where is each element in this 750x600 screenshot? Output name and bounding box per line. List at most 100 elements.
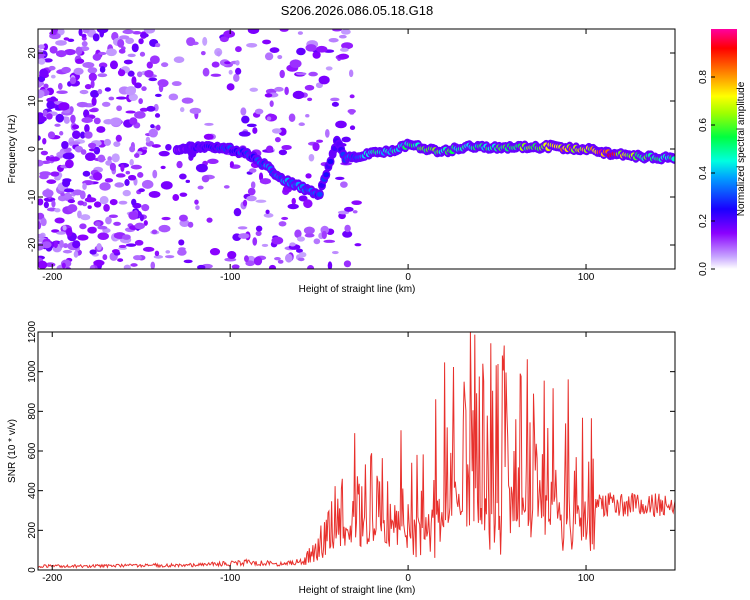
spectrogram-noise-blob — [246, 42, 258, 48]
spectrogram-noise-blob — [337, 210, 350, 215]
spectrogram-noise-blob — [158, 224, 171, 233]
spectrogram-noise-blob — [117, 258, 124, 262]
spectrogram-noise-blob — [53, 240, 58, 249]
spectrogram-noise-blob — [127, 53, 136, 58]
spectrogram-noise-blob — [55, 50, 67, 58]
spectrogram-noise-blob — [38, 53, 46, 57]
snr-xtick-label: 0 — [405, 573, 411, 584]
spectrogram-noise-blob — [134, 111, 146, 119]
spectrogram-noise-blob — [79, 223, 87, 230]
spectrogram-noise-blob — [295, 72, 307, 76]
spectrogram-noise-blob — [43, 201, 49, 209]
spectrogram-noise-blob — [231, 264, 240, 269]
spectrogram-noise-blob — [139, 51, 146, 57]
spectrogram-noise-blob — [287, 203, 299, 210]
spectrogram-noise-blob — [284, 86, 289, 96]
spectrogram-noise-blob — [38, 135, 41, 141]
spectrogram-noise-blob — [323, 239, 336, 243]
spectrogram-noise-blob — [288, 113, 296, 122]
spectrogram-noise-blob — [46, 179, 57, 184]
spectrogram-noise-blob — [318, 75, 330, 85]
spectrogram-noise-blob — [59, 239, 64, 249]
spectrogram-noise-blob — [54, 208, 61, 213]
spectrogram-noise-blob — [158, 150, 170, 157]
spectrogram-noise-blob — [62, 243, 69, 249]
spectrogram-noise-blob — [50, 171, 60, 177]
spectrogram-noise-blob — [303, 199, 313, 209]
spectrogram-noise-blob — [179, 173, 187, 180]
spectrogram-noise-blob — [271, 128, 282, 134]
spectrogram-noise-blob — [340, 29, 351, 35]
spectrogram-noise-blob — [38, 75, 46, 83]
spectrogram-noise-blob — [143, 220, 148, 226]
spectrogram-noise-blob — [72, 189, 83, 196]
spectrogram-noise-blob — [238, 131, 251, 137]
spectrogram-noise-blob — [142, 246, 155, 252]
spectrogram-noise-blob — [150, 124, 155, 129]
spectrogram-noise-blob — [324, 128, 330, 138]
spectrogram-noise-blob — [97, 88, 103, 95]
spectrogram-noise-blob — [77, 234, 89, 241]
spectrogram-noise-blob — [103, 203, 110, 212]
spectrogram-noise-blob — [87, 205, 92, 209]
spectrogram-noise-blob — [233, 73, 240, 82]
colorbar-tick-label: 0.8 — [698, 70, 709, 84]
spectrogram-xtick-label: -200 — [42, 272, 62, 283]
spectrogram-noise-blob — [165, 250, 171, 254]
spectrogram-noise-blob — [42, 109, 48, 117]
spectrogram-noise-blob — [274, 257, 281, 261]
spectrogram-noise-blob — [81, 41, 88, 47]
spectrogram-noise-blob — [138, 38, 144, 45]
spectrogram-noise-blob — [38, 212, 45, 220]
colorbar-tick-label: 0.4 — [698, 166, 709, 180]
spectrogram-noise-blob — [95, 221, 101, 227]
spectrogram-noise-blob — [327, 261, 333, 269]
spectrogram-noise-blob — [348, 69, 354, 78]
spectrogram-noise-blob — [93, 117, 101, 125]
spectrogram-noise-blob — [304, 233, 315, 238]
spectrogram-noise-blob — [349, 125, 356, 131]
spectrogram-noise-blob — [269, 47, 280, 53]
spectrogram-noise-blob — [171, 81, 182, 87]
spectrogram-noise-blob — [38, 112, 44, 118]
spectrogram-noise-blob — [134, 239, 144, 246]
spectrogram-noise-blob — [111, 249, 120, 254]
spectrogram-noise-blob — [68, 141, 81, 145]
spectrogram-noise-blob — [89, 249, 97, 255]
spectrogram-noise-blob — [39, 68, 49, 78]
spectrogram-noise-blob — [41, 241, 52, 249]
spectrogram-ridge-cell — [316, 191, 323, 197]
spectrogram-noise-blob — [289, 59, 302, 68]
spectrogram-noise-blob — [38, 49, 44, 54]
spectrogram-noise-blob — [148, 77, 158, 82]
colorbar-gradient — [711, 29, 737, 269]
spectrogram-noise-blob — [92, 53, 102, 61]
spectrogram-noise-blob — [279, 69, 285, 79]
spectrogram-noise-blob — [312, 142, 320, 152]
spectrogram-noise-blob — [67, 204, 78, 213]
spectrogram-noise-blob — [292, 90, 305, 100]
spectrogram-noise-blob — [113, 141, 121, 148]
spectrogram-noise-blob — [45, 262, 56, 268]
spectrogram-noise-blob — [64, 159, 74, 169]
spectrogram-noise-blob — [84, 131, 93, 139]
spectrogram-noise-blob — [134, 222, 146, 230]
spectrogram-ytick-label: 20 — [27, 47, 38, 59]
spectrogram-noise-blob — [61, 66, 71, 74]
spectrogram-noise-blob — [109, 162, 116, 171]
spectrogram-noise-blob — [179, 219, 190, 228]
spectrogram-noise-blob — [131, 43, 139, 53]
spectrogram-noise-blob — [151, 144, 161, 148]
spectrogram-noise-blob — [298, 122, 305, 127]
spectrogram-noise-blob — [296, 248, 303, 253]
spectrogram-noise-blob — [337, 53, 350, 60]
spectrogram-noise-blob — [202, 67, 210, 77]
spectrogram-noise-blob — [65, 227, 73, 237]
spectrogram-noise-blob — [107, 156, 112, 162]
snr-xtick-label: 100 — [578, 573, 595, 584]
spectrogram-noise-blob — [51, 200, 56, 208]
spectrogram-noise-blob — [161, 62, 169, 68]
spectrogram-noise-blob — [84, 152, 96, 162]
spectrogram-noise-blob — [255, 225, 263, 232]
